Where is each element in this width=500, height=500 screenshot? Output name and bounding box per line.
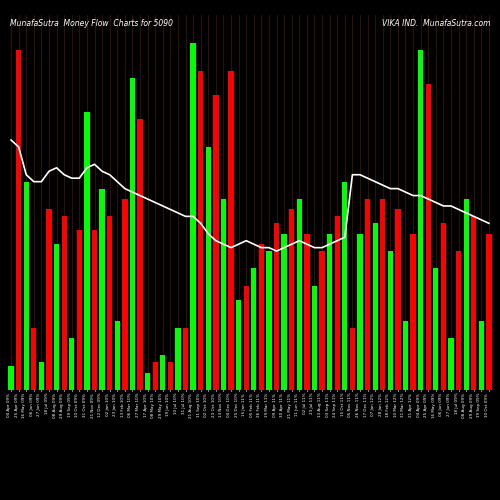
Bar — [282, 234, 287, 390]
Bar — [138, 119, 142, 390]
Bar — [46, 210, 52, 390]
Bar — [388, 251, 393, 390]
Bar — [107, 216, 112, 390]
Bar — [31, 328, 36, 390]
Bar — [350, 328, 355, 390]
Bar — [198, 70, 203, 390]
Bar — [342, 182, 347, 390]
Bar — [190, 43, 196, 390]
Bar — [410, 234, 416, 390]
Bar — [39, 362, 44, 390]
Bar — [456, 251, 461, 390]
Text: VIKA IND.  MunafaSutra.com: VIKA IND. MunafaSutra.com — [382, 18, 490, 28]
Bar — [380, 199, 386, 390]
Bar — [130, 78, 135, 390]
Bar — [274, 224, 279, 390]
Bar — [100, 188, 104, 390]
Bar — [122, 199, 128, 390]
Bar — [486, 234, 492, 390]
Bar — [266, 251, 272, 390]
Bar — [396, 210, 400, 390]
Bar — [228, 70, 234, 390]
Bar — [206, 147, 211, 390]
Bar — [244, 286, 249, 390]
Bar — [84, 112, 89, 390]
Bar — [289, 210, 294, 390]
Bar — [236, 300, 242, 390]
Bar — [327, 234, 332, 390]
Bar — [114, 320, 120, 390]
Bar — [448, 338, 454, 390]
Bar — [69, 338, 74, 390]
Bar — [418, 50, 424, 390]
Bar — [471, 216, 476, 390]
Bar — [16, 50, 22, 390]
Bar — [62, 216, 67, 390]
Bar — [464, 199, 469, 390]
Bar — [76, 230, 82, 390]
Bar — [433, 268, 438, 390]
Bar — [168, 362, 173, 390]
Bar — [478, 320, 484, 390]
Bar — [372, 224, 378, 390]
Bar — [312, 286, 317, 390]
Bar — [426, 84, 431, 390]
Bar — [176, 328, 180, 390]
Bar — [145, 372, 150, 390]
Bar — [183, 328, 188, 390]
Bar — [213, 95, 218, 390]
Bar — [221, 199, 226, 390]
Bar — [358, 234, 362, 390]
Bar — [441, 224, 446, 390]
Bar — [320, 251, 324, 390]
Bar — [258, 244, 264, 390]
Bar — [24, 182, 29, 390]
Bar — [304, 234, 310, 390]
Bar — [54, 244, 59, 390]
Bar — [403, 320, 408, 390]
Bar — [365, 199, 370, 390]
Bar — [152, 362, 158, 390]
Bar — [251, 268, 256, 390]
Text: MunafaSutra  Money Flow  Charts for 5090: MunafaSutra Money Flow Charts for 5090 — [10, 18, 173, 28]
Bar — [296, 199, 302, 390]
Bar — [8, 366, 14, 390]
Bar — [160, 356, 166, 390]
Bar — [334, 216, 340, 390]
Bar — [92, 230, 97, 390]
